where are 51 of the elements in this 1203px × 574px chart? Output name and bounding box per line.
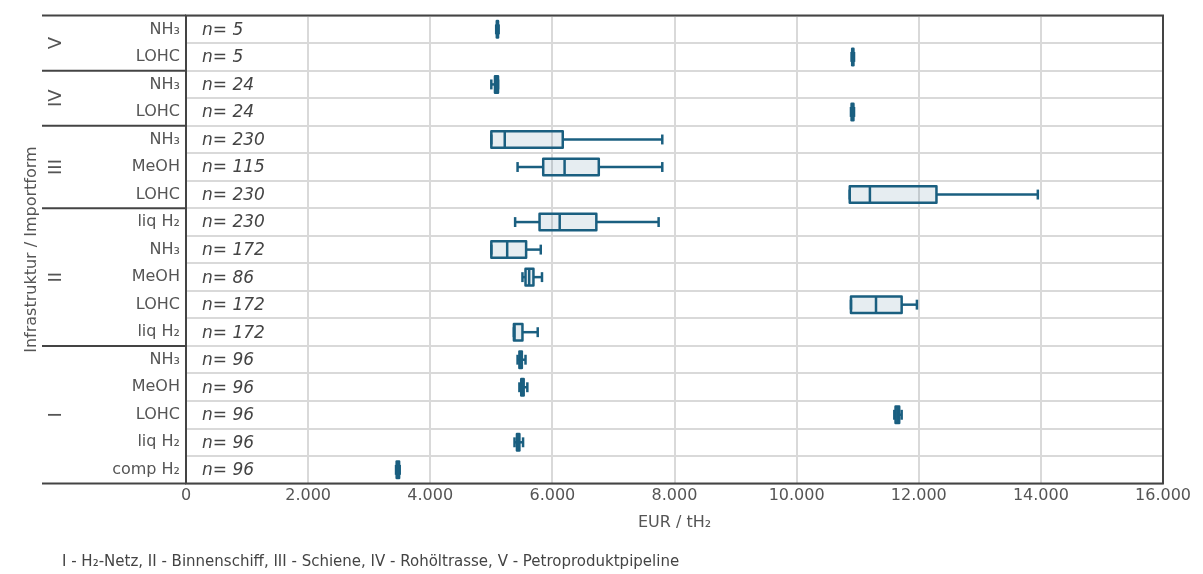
y-tick-label: MeOH	[131, 376, 180, 396]
x-axis-title: EUR / tH₂	[637, 511, 712, 531]
y-tick-label: liq H₂	[137, 321, 180, 341]
text: II	[43, 271, 65, 283]
text: n= 5	[202, 18, 244, 39]
text: V	[43, 36, 65, 50]
text: I - H₂-Netz, II - Binnenschiff, III - Schiene, IV - Rohöltrasse, V - Petroproduktpipeline	[62, 552, 680, 570]
text: n= 24	[202, 101, 255, 122]
y-tick-label: liq H₂	[137, 211, 180, 231]
text: n= 96	[202, 349, 255, 370]
y-tick-label: LOHC	[135, 183, 180, 203]
text: n= 96	[202, 404, 255, 425]
x-tick-label: 8.000	[651, 485, 698, 505]
x-tick-label: 12.000	[890, 485, 947, 505]
y-tick-label: NH₃	[149, 73, 180, 93]
y-tick-label: MeOH	[131, 266, 180, 286]
y-tick-label: LOHC	[135, 293, 180, 313]
x-tick-label: 10.000	[768, 485, 825, 505]
text: n= 230	[202, 211, 265, 232]
y-tick-label: NH₃	[149, 18, 180, 38]
x-tick-label: 0	[180, 485, 192, 505]
text: n= 172	[202, 294, 265, 315]
text: n= 172	[202, 239, 265, 260]
y-tick-label: NH₃	[149, 238, 180, 258]
y-tick-label: NH₃	[149, 348, 180, 368]
text: n= 96	[202, 431, 255, 452]
x-tick-label: 14.000	[1012, 485, 1069, 505]
text: IV	[43, 88, 65, 107]
text: n= 230	[202, 183, 265, 204]
y-tick-label: MeOH	[131, 156, 180, 176]
text: n= 172	[202, 321, 265, 342]
text: n= 115	[202, 156, 265, 177]
text: III	[43, 159, 65, 175]
x-tick-label: 6.000	[529, 485, 576, 505]
y-tick-label: LOHC	[135, 101, 180, 121]
x-tick-label: 4.000	[407, 485, 454, 505]
x-tick-label: 2.000	[285, 485, 332, 505]
text: I	[43, 412, 65, 418]
y-axis-title: Infrastruktur / Importform	[20, 146, 40, 353]
y-tick-label: LOHC	[135, 403, 180, 423]
text: n= 230	[202, 128, 265, 149]
text: n= 5	[202, 46, 244, 67]
y-tick-label: liq H₂	[137, 431, 180, 451]
text: n= 24	[202, 73, 255, 94]
y-tick-label: NH₃	[149, 128, 180, 148]
text: n= 96	[202, 376, 255, 397]
x-tick-label: 16.000	[1135, 485, 1191, 505]
text: n= 86	[202, 266, 255, 287]
text: n= 96	[202, 459, 255, 480]
y-tick-label: comp H₂	[112, 458, 180, 478]
y-tick-label: LOHC	[135, 46, 180, 66]
